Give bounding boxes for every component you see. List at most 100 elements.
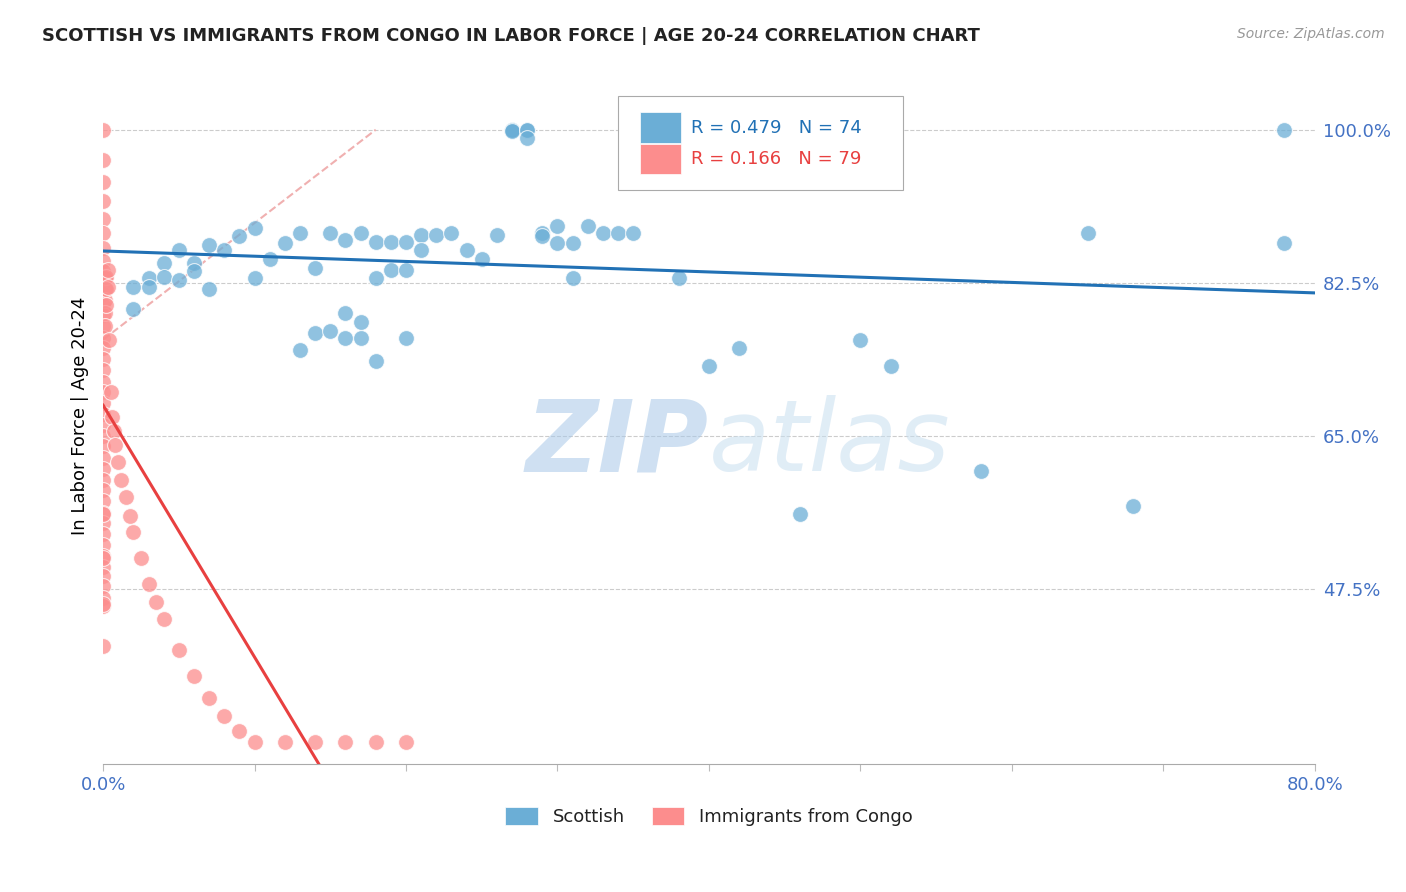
Point <box>91 153 114 168</box>
Point <box>1272 236 1295 251</box>
Point <box>668 271 690 285</box>
Point <box>167 244 190 258</box>
Point <box>335 233 357 247</box>
Y-axis label: In Labor Force | Age 20-24: In Labor Force | Age 20-24 <box>72 297 89 535</box>
Point <box>91 122 114 136</box>
Point <box>849 333 872 347</box>
Point <box>91 473 114 487</box>
Point <box>110 473 132 487</box>
Point <box>115 490 138 504</box>
Point <box>243 735 266 749</box>
Point <box>1272 122 1295 136</box>
Text: R = 0.166   N = 79: R = 0.166 N = 79 <box>690 150 860 168</box>
Point <box>152 612 174 626</box>
Point <box>228 724 250 739</box>
Point <box>98 333 121 347</box>
Point <box>152 269 174 284</box>
Point <box>214 244 236 258</box>
Point <box>91 579 114 593</box>
Point <box>364 271 387 285</box>
Point <box>91 591 114 605</box>
Point <box>501 122 523 136</box>
Point <box>319 324 342 338</box>
Point <box>93 282 115 296</box>
Point <box>516 122 538 136</box>
Point <box>107 455 129 469</box>
Point <box>183 669 205 683</box>
Point <box>91 264 114 278</box>
Point <box>411 244 433 258</box>
Point <box>697 359 720 373</box>
Point <box>91 241 114 255</box>
Point <box>274 236 297 251</box>
Point <box>198 691 221 706</box>
Point <box>138 271 160 285</box>
Point <box>576 219 599 233</box>
Point <box>97 262 120 277</box>
Point <box>91 450 114 465</box>
Point <box>364 235 387 249</box>
Point <box>91 211 114 226</box>
Point <box>380 262 402 277</box>
Point <box>91 194 114 209</box>
Point <box>501 122 523 136</box>
Point <box>96 298 118 312</box>
Point <box>91 568 114 582</box>
Point <box>91 385 114 400</box>
Point <box>91 508 114 522</box>
Point <box>728 342 751 356</box>
Point <box>91 319 114 334</box>
Point <box>122 280 145 294</box>
Point <box>93 319 115 334</box>
Point <box>607 226 630 240</box>
Point <box>93 293 115 308</box>
Point <box>501 122 523 136</box>
Point <box>91 375 114 389</box>
Point <box>440 226 463 240</box>
Point <box>304 260 326 275</box>
Point <box>183 255 205 269</box>
Point <box>122 301 145 316</box>
Point <box>380 235 402 249</box>
Point <box>304 735 326 749</box>
Point <box>335 331 357 345</box>
Point <box>288 226 311 240</box>
Point <box>91 418 114 433</box>
Point <box>621 226 644 240</box>
Point <box>304 326 326 340</box>
Point <box>288 343 311 357</box>
Point <box>546 219 568 233</box>
Point <box>129 551 152 566</box>
Point <box>1076 226 1098 240</box>
Point <box>364 354 387 368</box>
Point <box>592 226 614 240</box>
Point <box>198 238 221 252</box>
Point <box>91 560 114 574</box>
Point <box>561 236 583 251</box>
Point <box>145 595 167 609</box>
Point <box>91 551 114 566</box>
Point <box>91 298 114 312</box>
Point <box>395 235 418 249</box>
Point <box>335 735 357 749</box>
Point <box>456 244 478 258</box>
Point <box>91 506 114 520</box>
Point <box>91 331 114 345</box>
Point <box>100 385 122 400</box>
Legend: Scottish, Immigrants from Congo: Scottish, Immigrants from Congo <box>498 799 920 833</box>
Point <box>101 409 124 424</box>
Point <box>152 255 174 269</box>
Point <box>91 308 114 322</box>
Point <box>91 526 114 541</box>
Point <box>120 509 142 524</box>
Point <box>91 483 114 497</box>
Point <box>425 227 447 242</box>
Point <box>91 175 114 189</box>
Point <box>167 273 190 287</box>
Point <box>531 229 554 244</box>
Point <box>970 464 993 478</box>
Point <box>91 538 114 552</box>
Point <box>104 437 127 451</box>
Point <box>91 395 114 409</box>
Point <box>96 282 118 296</box>
